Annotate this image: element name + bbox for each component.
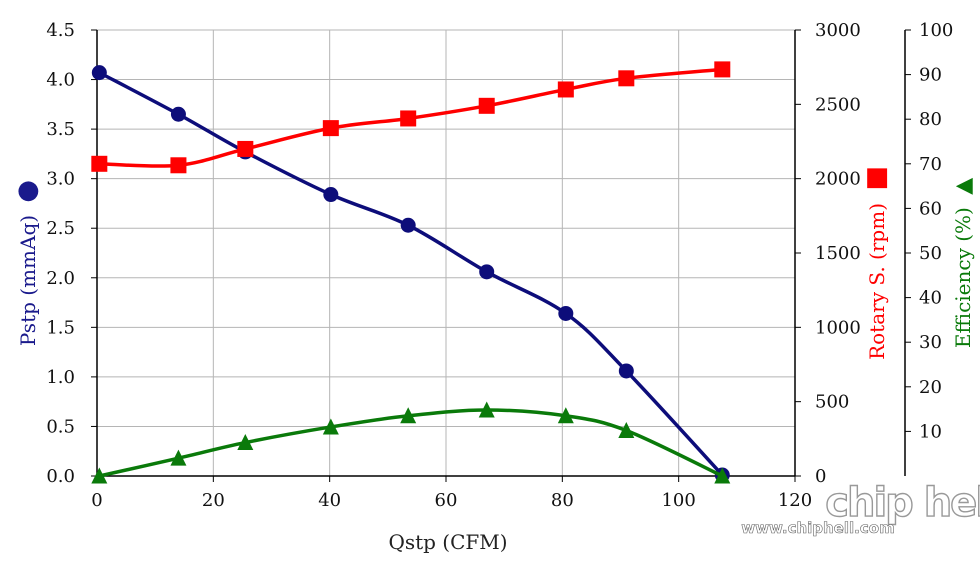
pressure-point [400, 217, 416, 233]
x-tick-label: 100 [661, 490, 695, 511]
rpm-tick-label: 2500 [815, 94, 861, 115]
pressure-point [323, 187, 339, 203]
left-tick-label: 2.5 [46, 218, 75, 239]
rpm-series [91, 61, 731, 174]
rpm-point [618, 70, 635, 87]
rpm-point [557, 81, 574, 98]
rpm-axis-title: Rotary S. (rpm) ■ [861, 166, 891, 360]
series-layer [91, 61, 731, 484]
left-axis-label: Pstp (mmAq) [16, 215, 40, 346]
pressure-point [170, 106, 186, 122]
efficiency-tick-label: 50 [919, 243, 942, 264]
rpm-point [237, 140, 254, 157]
efficiency-axis-title: Efficiency (%) ▲ [951, 178, 976, 348]
efficiency-point [237, 434, 254, 451]
square-marker-glyph: ■ [861, 166, 891, 191]
watermark: chip hell www.chiphell.com [741, 479, 980, 537]
efficiency-point [478, 401, 495, 418]
rpm-point [478, 97, 495, 114]
watermark-url: www.chiphell.com [741, 519, 894, 537]
efficiency-point [91, 467, 108, 484]
efficiency-tick-label: 100 [919, 20, 953, 41]
svg-text:Efficiency (%) ▲: Efficiency (%) ▲ [951, 178, 976, 348]
rpm-tick-label: 500 [815, 392, 849, 413]
rpm-tick-label: 1000 [815, 317, 861, 338]
pressure-point [479, 264, 495, 280]
left-tick-label: 3.0 [46, 169, 75, 190]
rpm-tick-label: 0 [815, 466, 826, 487]
x-axis-label: Qstp (CFM) [388, 530, 507, 554]
left-axis-title: Pstp (mmAq) ● [12, 180, 42, 346]
efficiency-tick-label: 60 [919, 198, 942, 219]
efficiency-tick-label: 40 [919, 288, 942, 309]
efficiency-tick-label: 70 [919, 154, 942, 175]
rpm-point [400, 110, 417, 127]
efficiency-tick-label: 30 [919, 332, 942, 353]
left-tick-label: 1.5 [46, 317, 75, 338]
pressure-point [91, 65, 107, 81]
grid-lines [96, 29, 796, 477]
pressure-point [618, 363, 634, 379]
efficiency-point [400, 407, 417, 424]
x-tick-label: 120 [778, 490, 812, 511]
efficiency-point [322, 418, 339, 435]
svg-text:Rotary S. (rpm) ■: Rotary S. (rpm) ■ [861, 166, 891, 360]
left-tick-label: 0.0 [46, 466, 75, 487]
watermark-logo: chip hell [825, 480, 980, 526]
svg-text:Pstp (mmAq) ●: Pstp (mmAq) ● [12, 180, 42, 346]
efficiency-tick-label: 90 [919, 65, 942, 86]
rpm-tick-label: 2000 [815, 169, 861, 190]
rpm-tick-label: 3000 [815, 20, 861, 41]
efficiency-tick-label: 20 [919, 377, 942, 398]
rpm-point [714, 61, 731, 78]
rpm-point [170, 157, 187, 174]
rpm-point [91, 155, 108, 172]
left-tick-label: 3.5 [46, 119, 75, 140]
x-tick-label: 0 [91, 490, 102, 511]
x-tick-label: 60 [435, 490, 458, 511]
efficiency-tick-label: 10 [919, 421, 942, 442]
left-tick-label: 4.0 [46, 70, 75, 91]
efficiency-tick-label: 80 [919, 109, 942, 130]
efficiency-point [557, 407, 574, 424]
x-tick-label: 80 [551, 490, 574, 511]
pressure-point [558, 305, 574, 321]
left-tick-label: 2.0 [46, 268, 75, 289]
rpm-point [322, 120, 339, 137]
efficiency-axis-ticks: 10 20 30 40 50 60 70 80 90 100 [905, 20, 953, 442]
left-tick-label: 1.0 [46, 367, 75, 388]
x-axis-ticks: 0 20 40 60 80 100 120 [91, 476, 812, 511]
x-tick-label: 40 [318, 490, 341, 511]
x-tick-label: 20 [202, 490, 225, 511]
left-tick-label: 0.5 [46, 416, 75, 437]
left-axis-ticks: 0.0 0.5 1.0 1.5 2.0 2.5 3.0 3.5 4.0 4.5 [46, 20, 97, 487]
efficiency-point [618, 422, 635, 439]
triangle-marker-glyph: ▲ [951, 178, 976, 195]
efficiency-series [91, 401, 731, 484]
efficiency-point [170, 449, 187, 466]
rpm-axis-ticks: 0 500 1000 1500 2000 2500 3000 [795, 20, 861, 487]
rpm-tick-label: 1500 [815, 243, 861, 264]
efficiency-point [714, 467, 731, 484]
efficiency-axis-label: Efficiency (%) [951, 207, 975, 348]
circle-marker-glyph: ● [12, 180, 42, 203]
rpm-axis-label: Rotary S. (rpm) [865, 203, 889, 360]
left-tick-label: 4.5 [46, 20, 75, 41]
